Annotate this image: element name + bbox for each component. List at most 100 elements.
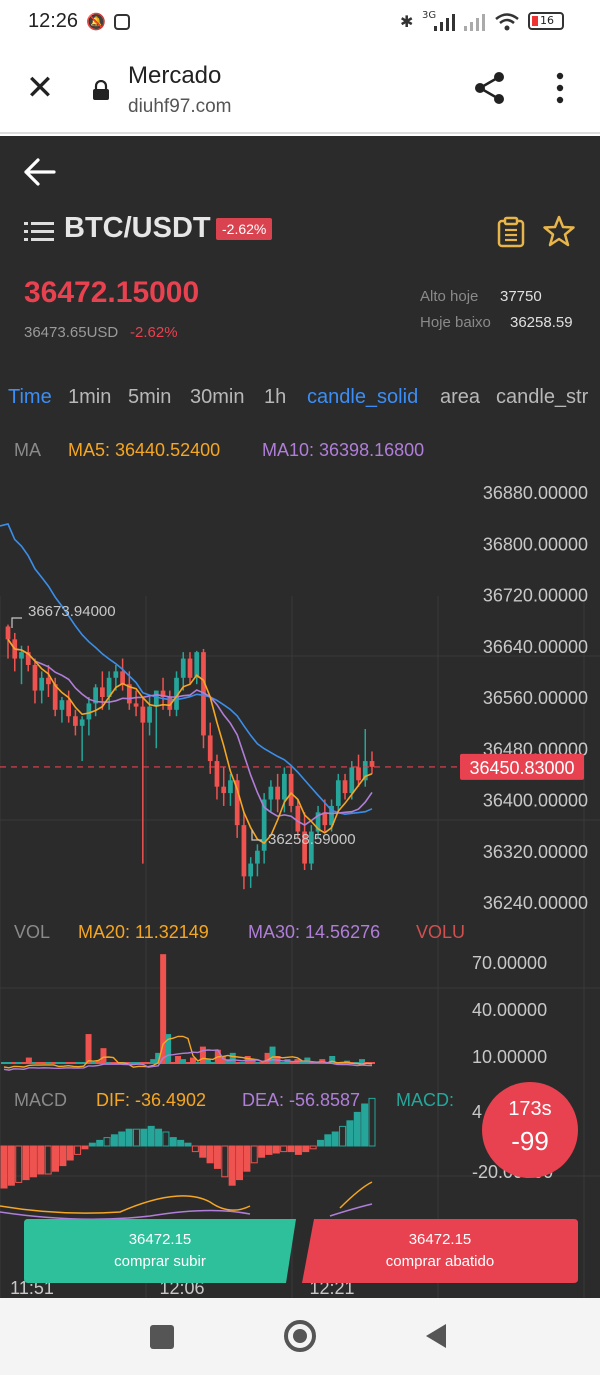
price-axis-tick: 36560.00000 (483, 688, 588, 708)
candle-body (201, 652, 206, 736)
min-marker-arrow (251, 830, 262, 841)
candle-body (86, 703, 92, 720)
volume-bar (209, 1062, 216, 1064)
macd-bar (199, 1145, 207, 1158)
macd-dif: DIF: -36.4902 (96, 1090, 206, 1110)
macd-bar (316, 1139, 324, 1147)
buy-up-button[interactable]: 36472.15 comprar subir (24, 1219, 296, 1283)
share-icon[interactable] (472, 70, 508, 106)
page-domain: diuhf97.com (128, 96, 232, 117)
macd-bar (213, 1145, 221, 1169)
tab-candle-stroke[interactable]: candle_str (496, 386, 589, 408)
price-axis-tick: 36400.00000 (483, 791, 588, 811)
macd-bar (272, 1145, 280, 1154)
current-price-tag (460, 753, 584, 780)
macd-bar (361, 1103, 369, 1147)
candle-body (275, 786, 280, 800)
macd-bar (155, 1128, 163, 1147)
volume-bar (185, 1062, 191, 1064)
back-arrow-icon[interactable] (22, 156, 58, 188)
volume-bar (204, 1059, 211, 1064)
macd-bar (191, 1145, 199, 1153)
tab-5min[interactable]: 5min (128, 386, 172, 408)
volume-bar (165, 1034, 172, 1064)
system-navigation-bar (0, 1298, 600, 1375)
tab-1h[interactable]: 1h (264, 386, 287, 408)
candle-body (295, 805, 301, 832)
candle-body (66, 700, 72, 717)
candle-body (282, 773, 287, 800)
macd-bar (29, 1145, 37, 1178)
time-axis-tick: 11:51 (10, 1278, 54, 1298)
volume-bar (35, 1062, 42, 1064)
candle-body (288, 773, 294, 806)
macd-bar (169, 1137, 177, 1147)
trading-pair[interactable]: BTC/USDT (64, 212, 211, 244)
vol-ma30: MA30: 14.56276 (248, 922, 380, 942)
volume-bar (224, 1059, 231, 1064)
buy-down-button[interactable]: 36472.15 comprar abatido (302, 1219, 578, 1283)
candle-body (207, 735, 213, 762)
volume-bar (60, 1062, 67, 1064)
volume-bar (75, 1062, 82, 1064)
macd-bar (331, 1131, 339, 1147)
usd-price: 36473.65USD (24, 324, 119, 341)
tab-time[interactable]: Time (8, 386, 52, 408)
recents-icon[interactable] (150, 1325, 174, 1349)
candle-body (167, 697, 173, 710)
volume-axis-tick: 40.00000 (472, 1000, 547, 1020)
macd-bar (88, 1142, 96, 1147)
volume-bar (189, 1057, 196, 1064)
signal-icon (434, 14, 455, 31)
favorite-star-icon[interactable] (542, 214, 576, 248)
candle-body (241, 825, 247, 877)
volume-bar (90, 1062, 97, 1064)
macd-bar (59, 1145, 67, 1167)
volume-bar (20, 1062, 27, 1064)
macd-bar (118, 1131, 126, 1147)
status-time: 12:26 (28, 10, 79, 32)
candlestick-chart[interactable]: MA MA5: 36440.52400 MA10: 36398.16800 36880… (0, 416, 600, 1298)
volume-bar (135, 1062, 142, 1064)
volume-bar (30, 1062, 37, 1064)
price-axis-tick: 36880.00000 (483, 483, 588, 503)
candle-body (261, 799, 267, 851)
more-menu-icon[interactable] (548, 70, 572, 106)
macd-bar (294, 1145, 302, 1155)
candle-body (362, 761, 368, 781)
notes-icon[interactable] (496, 216, 526, 248)
buy-up-shape (24, 1219, 296, 1283)
volume-bar (50, 1062, 57, 1064)
volume-bar (85, 1034, 92, 1064)
tab-candle-solid[interactable]: candle_solid (307, 386, 419, 408)
macd-bar (206, 1145, 214, 1164)
volume-bar (110, 1062, 117, 1064)
macd-bar (37, 1145, 45, 1175)
back-icon[interactable] (424, 1322, 448, 1350)
macd-bar (15, 1145, 23, 1183)
macd-bar (44, 1145, 52, 1175)
volume-bar (15, 1062, 22, 1064)
volume-bar (329, 1056, 336, 1064)
pair-list-icon[interactable] (24, 220, 54, 244)
volume-bar (299, 1062, 306, 1064)
vol-label: VOL (14, 922, 50, 942)
candle-body (120, 671, 125, 685)
candle-body (329, 805, 334, 826)
volume-bar (155, 1052, 162, 1064)
buy-up-label: comprar subir (114, 1253, 206, 1270)
close-icon[interactable]: ✕ (25, 69, 55, 107)
vol-ma30-line (3, 1049, 373, 1071)
candle-body (315, 812, 321, 832)
signal-2-icon (464, 14, 485, 31)
volume-bar (234, 1062, 241, 1064)
tab-1min[interactable]: 1min (68, 386, 112, 408)
tab-30min[interactable]: 30min (190, 386, 245, 408)
battery-icon: 16 (528, 12, 564, 30)
candle-body (160, 690, 166, 697)
timer-value: -99 (511, 1126, 549, 1156)
tab-area[interactable]: area (440, 386, 481, 408)
home-icon[interactable] (284, 1320, 316, 1352)
volume-bar (105, 1062, 112, 1064)
macd-bar (353, 1111, 361, 1147)
